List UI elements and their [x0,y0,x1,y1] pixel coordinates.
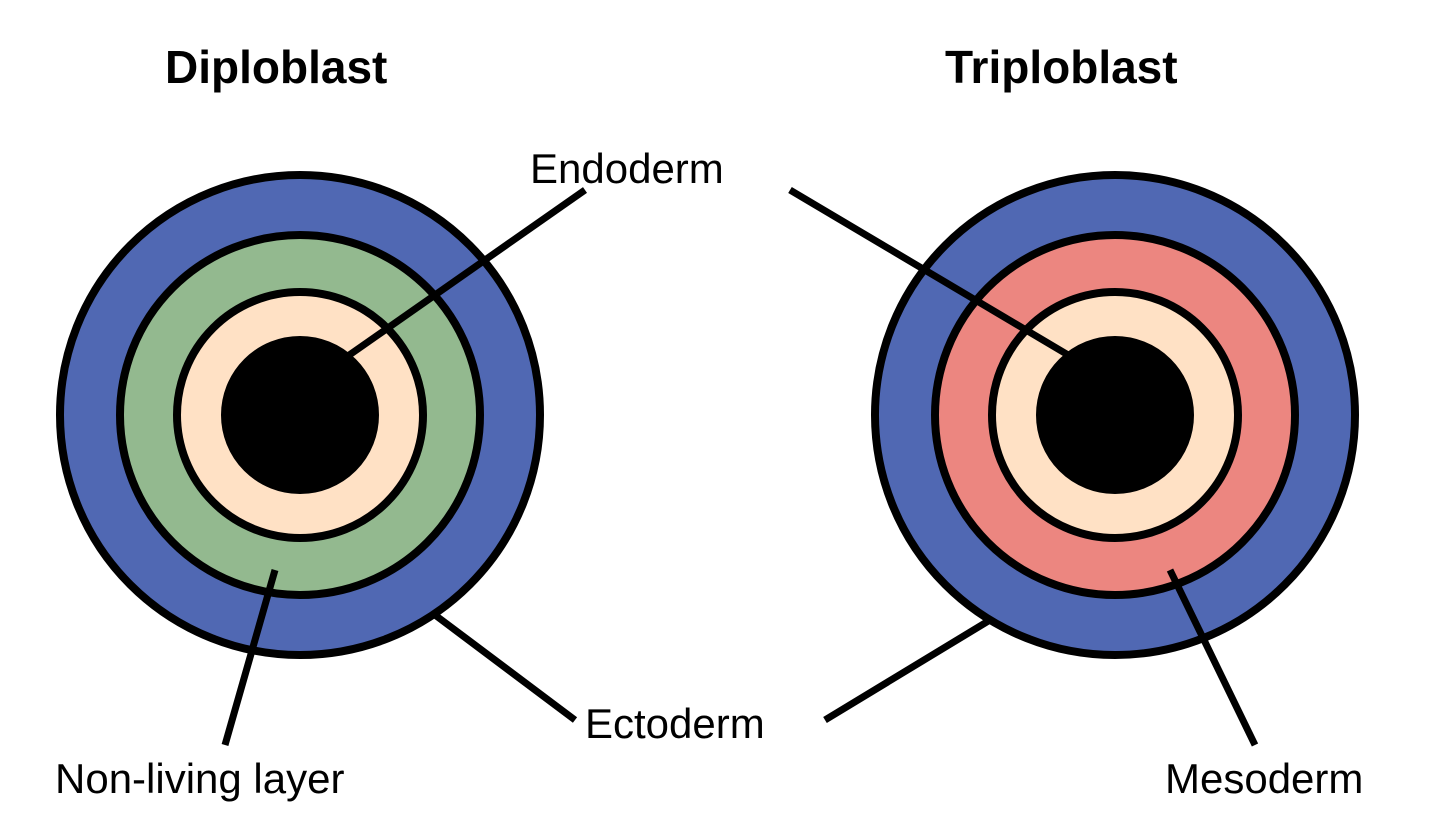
label-mesoderm: Mesoderm [1165,755,1363,803]
leader-ectoderm-right [825,620,990,720]
title-triploblast: Triploblast [945,40,1178,94]
label-endoderm: Endoderm [530,145,724,193]
triploblast-center [1040,340,1190,490]
label-ectoderm: Ectoderm [585,700,765,748]
diploblast-group [60,175,540,655]
diploblast-center [225,340,375,490]
triploblast-group [875,175,1355,655]
title-diploblast: Diploblast [165,40,387,94]
label-nonliving: Non-living layer [55,755,344,803]
leader-ectoderm-left [435,615,575,720]
